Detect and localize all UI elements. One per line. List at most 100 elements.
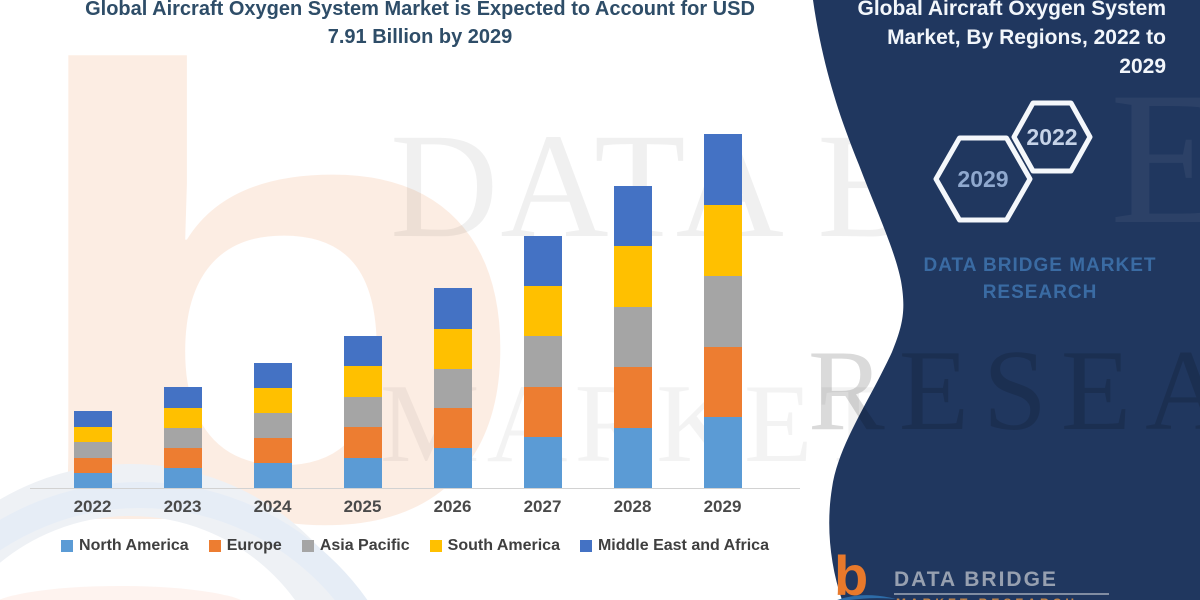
bar-segment [343, 396, 382, 428]
logo-mark-icon: b [834, 544, 869, 600]
panel-title-line1: Global Aircraft Oxygen System [857, 0, 1167, 20]
bar-segment [433, 368, 472, 409]
bar-2029 [703, 134, 742, 488]
x-axis-label: 2023 [163, 497, 202, 516]
bar-segment [523, 386, 562, 438]
legend-label: North America [79, 537, 189, 554]
hexagon-2029 [933, 135, 1033, 223]
bar-segment [253, 363, 292, 388]
bar-segment [523, 286, 562, 337]
brand-caption-line2: RESEARCH [982, 282, 1098, 303]
logo-tagline-text: MARKET RESEARCH [896, 596, 1078, 600]
bar-segment [73, 457, 112, 473]
bar-segment [523, 236, 562, 287]
bar-2025 [343, 336, 382, 488]
bar-segment [253, 462, 292, 488]
x-axis-label: 2028 [613, 497, 652, 516]
legend-item: Europe [208, 537, 282, 555]
chart-title-line2: 7.91 Billion by 2029 [327, 26, 513, 48]
bar-segment [163, 447, 202, 468]
panel-watermark-top: E [1110, 54, 1200, 264]
bar-segment [73, 426, 112, 443]
bar-segment [613, 367, 652, 428]
bar-segment [163, 407, 202, 428]
hexagon-2022 [1011, 100, 1093, 174]
panel-title: Global Aircraft Oxygen System Market, By… [826, 0, 1167, 81]
bar-segment [73, 442, 112, 458]
bar-segment [253, 437, 292, 463]
panel-background-shape [813, 0, 1200, 600]
logo-name-text: DATA BRIDGE [894, 568, 1058, 591]
bar-2028 [613, 186, 652, 488]
bar-segment [163, 427, 202, 448]
bar-2024 [253, 363, 292, 488]
bar-segment [253, 387, 292, 413]
legend-label: Europe [226, 537, 282, 554]
bar-segment [523, 437, 562, 488]
bar-segment [433, 408, 472, 449]
year-hexagons: 2029 2022 [933, 100, 1093, 223]
legend-swatch [301, 540, 314, 552]
bar-segment [343, 427, 382, 458]
chart-title: Global Aircraft Oxygen System Market is … [30, 0, 810, 51]
hexagon-2029-label: 2029 [957, 166, 1008, 192]
legend-swatch [208, 540, 221, 552]
bar-segment [163, 387, 202, 408]
bar-segment [523, 336, 562, 387]
legend-label: Asia Pacific [319, 537, 410, 554]
bar-segment [163, 467, 202, 488]
logo-underline [894, 593, 1109, 595]
legend-item: North America [61, 537, 189, 555]
brand-caption-line1: DATA BRIDGE MARKET [923, 255, 1157, 276]
legend-label: South America [447, 537, 560, 554]
bar-segment [703, 134, 742, 206]
panel-title-line2: Market, By Regions, 2022 to [887, 26, 1166, 49]
panel-title-line3: 2029 [1119, 55, 1166, 78]
bar-segment [343, 457, 382, 488]
bar-segment [703, 275, 742, 347]
bar-segment [613, 186, 652, 247]
bar-segment [433, 328, 472, 369]
x-axis-label: 2025 [343, 497, 382, 516]
bar-segment [433, 288, 472, 329]
bar-segment [253, 412, 292, 438]
x-axis-label: 2026 [433, 497, 472, 516]
bar-segment [433, 448, 472, 488]
bar-segment [343, 366, 382, 397]
legend-item: Asia Pacific [301, 537, 410, 555]
chart-title-line1: Global Aircraft Oxygen System Market is … [85, 0, 755, 20]
bar-segment [613, 427, 652, 488]
bar-segment [703, 205, 742, 276]
bar-segment [703, 346, 742, 418]
company-logo: b DATA BRIDGE MARKET RESEARCH [830, 548, 1190, 600]
bar-2026 [433, 288, 472, 488]
brand-caption: DATA BRIDGE MARKET RESEARCH [875, 252, 1200, 306]
side-panel: E RESEARCH Global Aircraft Oxygen System… [780, 0, 1200, 600]
legend: North America Europe Asia Pacific South Ame… [30, 537, 800, 555]
x-axis-label: 2027 [523, 497, 562, 516]
legend-swatch [61, 540, 74, 552]
bar-2027 [523, 236, 562, 488]
legend-swatch [579, 540, 592, 552]
bar-segment [613, 246, 652, 307]
bar-2023 [163, 387, 202, 488]
bar-segment [613, 306, 652, 368]
x-axis-label: 2029 [703, 497, 742, 516]
legend-label: Middle East and Africa [597, 537, 769, 554]
legend-swatch [429, 540, 442, 552]
x-axis-label: 2022 [73, 497, 112, 516]
bar-segment [703, 417, 742, 488]
bar-segment [343, 336, 382, 367]
x-axis-labels: 2022 2023 2024 2025 2026 2027 2028 2029 [30, 497, 800, 521]
bar-segment [73, 411, 112, 427]
legend-item: South America [429, 537, 560, 555]
logo-swoosh-icon [837, 595, 896, 600]
bar-segment [73, 472, 112, 488]
panel-watermark-bottom: RESEARCH [808, 327, 1200, 454]
bar-2022 [73, 411, 112, 488]
legend-item: Middle East and Africa [579, 537, 769, 555]
plot-area [30, 100, 800, 489]
x-axis-label: 2024 [253, 497, 292, 516]
hexagon-2022-label: 2022 [1026, 124, 1077, 150]
